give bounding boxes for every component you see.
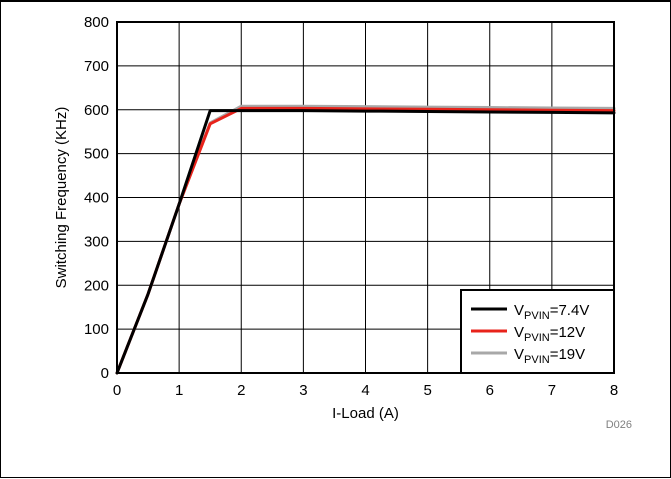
x-tick-label: 4 <box>361 382 369 399</box>
legend-label-1: VPVIN=12V <box>514 324 585 344</box>
y-tick-label: 200 <box>84 277 109 294</box>
x-tick-label: 2 <box>237 382 245 399</box>
x-tick-labels: 0 1 2 3 4 5 6 7 8 <box>113 382 618 399</box>
series-lines <box>115 104 616 375</box>
y-tick-label: 0 <box>101 365 109 382</box>
y-axis-label: Switching Frequency (KHz) <box>53 107 70 289</box>
x-tick-label: 3 <box>299 382 307 399</box>
series-line-0 <box>115 109 616 375</box>
y-tick-label: 400 <box>84 190 109 207</box>
x-tick-label: 5 <box>423 382 431 399</box>
y-tick-label: 100 <box>84 321 109 338</box>
legend-label-0: VPVIN=7.4V <box>514 302 589 322</box>
figure-top-border <box>0 0 671 2</box>
figure-id: D026 <box>606 419 632 431</box>
x-axis-label: I-Load (A) <box>332 405 399 422</box>
y-tick-label: 600 <box>84 102 109 119</box>
y-tick-labels: 0 100 200 300 400 500 600 700 800 <box>84 14 109 382</box>
y-tick-label: 800 <box>84 14 109 31</box>
x-tick-label: 8 <box>610 382 618 399</box>
x-tick-label: 6 <box>486 382 494 399</box>
x-tick-label: 1 <box>175 382 183 399</box>
legend-label-2: VPVIN=19V <box>514 346 585 366</box>
x-tick-label: 7 <box>548 382 556 399</box>
y-tick-label: 300 <box>84 233 109 250</box>
y-tick-label: 500 <box>84 146 109 163</box>
plot-area-border <box>116 21 615 374</box>
x-tick-label: 0 <box>113 382 121 399</box>
y-tick-label: 700 <box>84 58 109 75</box>
